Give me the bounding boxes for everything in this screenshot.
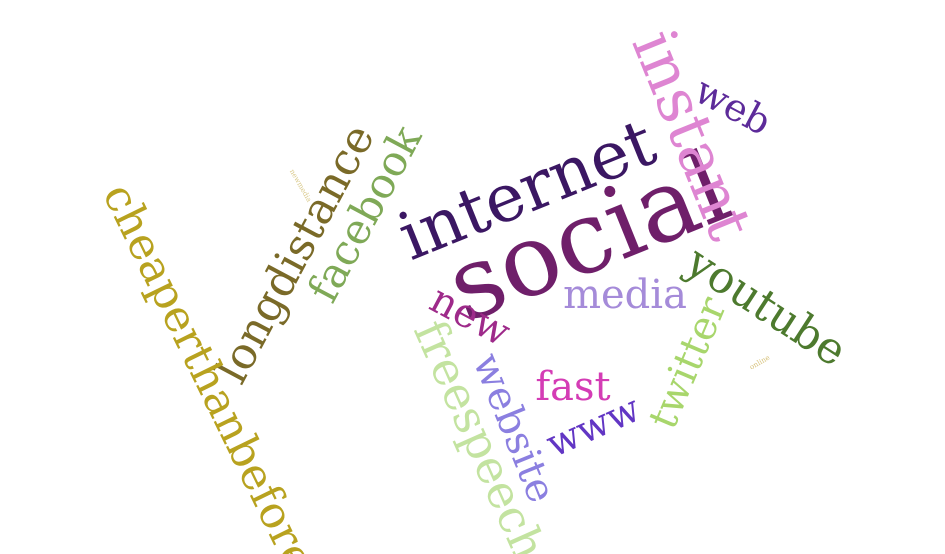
word-media: media xyxy=(563,272,687,318)
word-online: online xyxy=(748,353,772,372)
word-fast: fast xyxy=(535,364,611,410)
